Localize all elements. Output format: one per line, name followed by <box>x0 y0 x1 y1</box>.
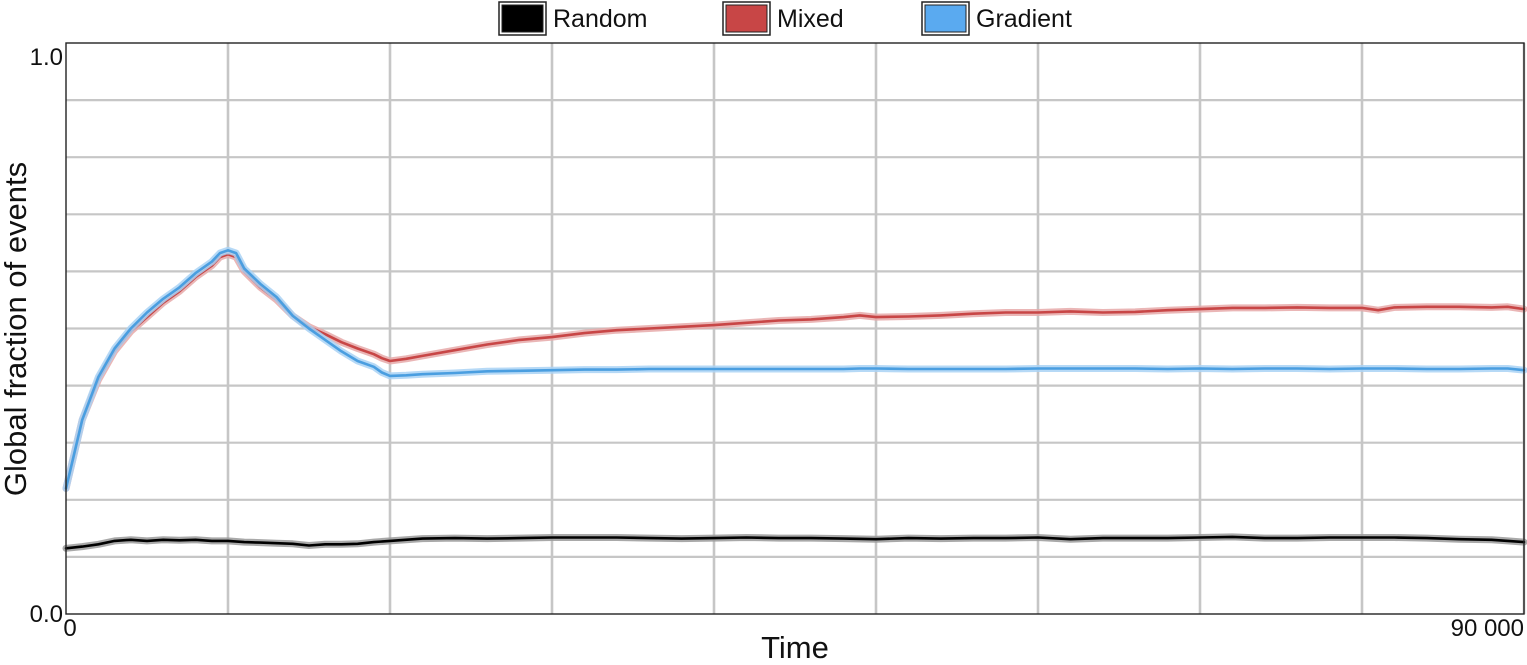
legend-label: Mixed <box>777 5 844 33</box>
series-line-gradient <box>64 249 1526 490</box>
legend: Random Mixed Gradient <box>498 1 1072 36</box>
series-group <box>62 246 1527 552</box>
grid <box>66 43 1526 614</box>
y-tick-label: 0.0 <box>30 601 63 628</box>
legend-swatch <box>725 4 768 33</box>
legend-item-gradient: Gradient <box>921 1 1072 36</box>
legend-swatch <box>501 4 544 33</box>
legend-item-random: Random <box>498 1 648 36</box>
legend-label: Random <box>553 5 648 33</box>
series-line-random <box>64 535 1526 550</box>
y-tick-label: 1.0 <box>30 44 63 71</box>
x-tick-label: 0 <box>63 615 76 642</box>
legend-swatch <box>924 4 967 33</box>
x-axis-title: Time <box>761 630 829 660</box>
tick-labels: 0.0 1.0 0 90 000 <box>30 44 1524 642</box>
x-tick-label: 90 000 <box>1451 615 1524 642</box>
series-line-mixed <box>64 253 1526 490</box>
plot-frame <box>65 42 1525 615</box>
legend-label: Gradient <box>976 5 1072 33</box>
y-axis-title: Global fraction of events <box>0 162 33 496</box>
legend-item-mixed: Mixed <box>722 1 844 36</box>
